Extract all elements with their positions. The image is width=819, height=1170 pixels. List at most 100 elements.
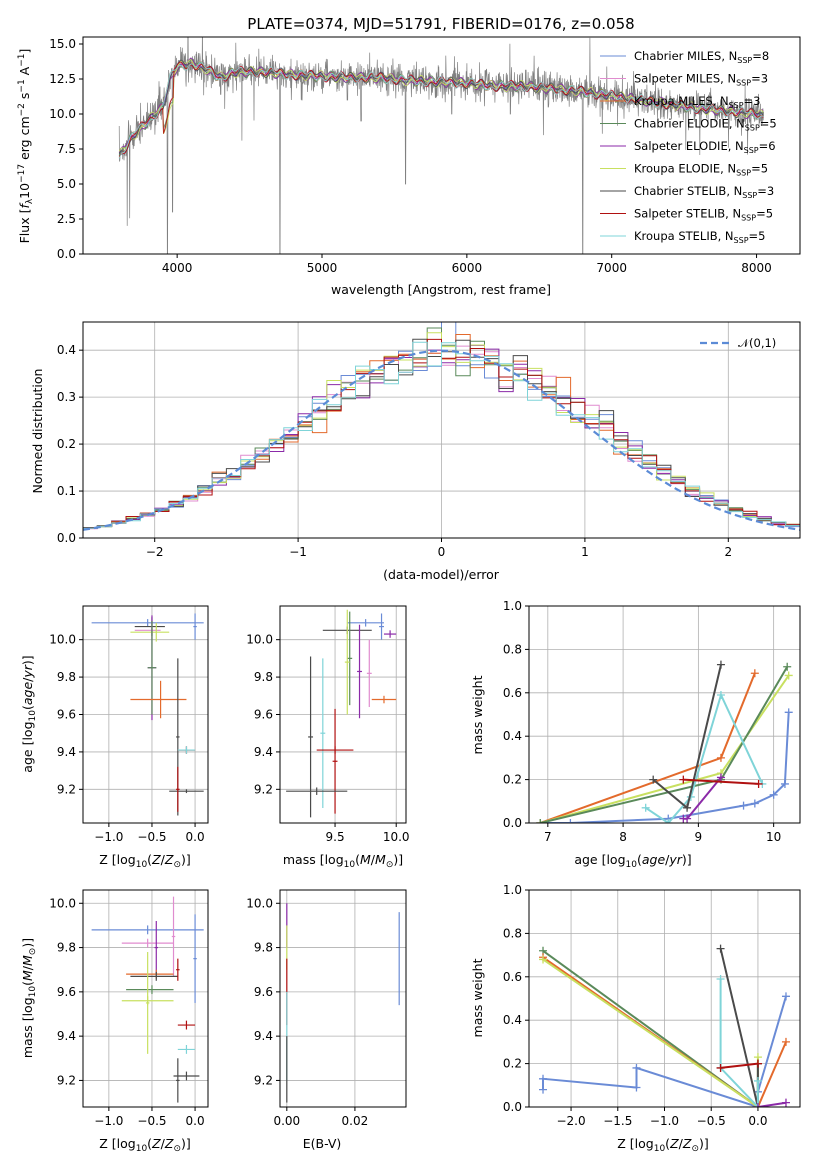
y-tick-label: 9.4	[57, 745, 76, 759]
y-tick-label: 10.0	[246, 633, 273, 647]
y-tick-label: 0.2	[57, 437, 76, 451]
x-tick-label: 7	[544, 830, 552, 844]
spectrum-panel: PLATE=0374, MJD=51791, FIBERID=0176, z=0…	[17, 15, 801, 297]
x-tick-label: 10.0	[383, 830, 410, 844]
x-tick-label: −0.5	[697, 1114, 726, 1128]
spectrum-ylabel: Flux [fλ10−17 erg cm−2 s−1 A−1]	[17, 49, 35, 244]
x-tick-label: 10	[766, 830, 781, 844]
model-spectrum-line	[118, 61, 764, 159]
errorbar-point	[176, 958, 180, 981]
legend-label: Salpeter ELODIE, NSSP=6	[634, 139, 776, 155]
y-tick-label: 9.4	[57, 1029, 76, 1043]
massweight_vs_Z-plot-area	[539, 944, 790, 1107]
y-tick-label: 5.0	[57, 177, 76, 191]
massweight-vs-metallicity-ylabel: mass weight	[470, 958, 485, 1037]
y-tick-label: 9.2	[57, 782, 76, 796]
mass-vs-metallicity-ylabel: mass [log10(M/M⊙)]	[20, 938, 38, 1058]
legend-label: Kroupa ELODIE, NSSP=5	[634, 162, 768, 178]
y-tick-label: 0.2	[503, 773, 522, 787]
y-tick-label: 0.8	[503, 926, 522, 940]
y-tick-label: 9.8	[254, 941, 273, 955]
errorbar-point	[286, 787, 348, 795]
series-marker	[754, 779, 763, 788]
mass_vs_Z-frame	[82, 889, 209, 1108]
x-tick-label: 9	[695, 830, 703, 844]
spectrum-legend: Chabrier MILES, NSSP=8 Salpeter MILES, NS…	[600, 49, 777, 245]
series-marker	[716, 944, 725, 953]
x-tick-label: 0.00	[273, 1114, 300, 1128]
errorbar-point	[177, 1020, 196, 1030]
errorbar-point	[91, 925, 204, 935]
series-marker	[769, 790, 778, 799]
x-tick-label: −1.0	[650, 1114, 679, 1128]
residuals-plot-area	[83, 322, 800, 532]
errorbar-point	[177, 1045, 196, 1054]
errorbar-point	[308, 656, 314, 818]
series-line	[719, 979, 759, 1107]
series-marker	[781, 992, 790, 1001]
x-tick-label: 1	[581, 545, 589, 559]
series-marker	[539, 955, 548, 964]
mass_vs_EBV-plot-area	[286, 903, 400, 1103]
x-tick-label: 0	[438, 545, 446, 559]
mass_vs_Z-plot-area	[91, 896, 204, 1103]
series-marker	[566, 819, 575, 823]
series-marker	[716, 753, 725, 762]
errorbar-point	[176, 1058, 180, 1103]
y-tick-label: 9.6	[254, 985, 273, 999]
legend-label: Kroupa STELIB, NSSP=5	[634, 229, 765, 245]
errorbar-point	[347, 611, 353, 706]
errorbar-point	[371, 695, 397, 704]
series-marker	[683, 814, 692, 823]
y-tick-label: 7.5	[57, 142, 76, 156]
normal-distribution-curve	[83, 349, 800, 531]
series-marker	[683, 803, 692, 812]
y-tick-label: 9.2	[254, 1073, 273, 1087]
y-tick-label: 9.2	[57, 1073, 76, 1087]
observed-spectrum-line	[118, 37, 764, 254]
x-tick-label: −2	[146, 545, 164, 559]
age-vs-mass-panel: mass [log10(M/M⊙)] 9.5 10.0 9.2 9.4 9.6 9.8 10…	[246, 605, 410, 870]
series-line	[540, 712, 790, 823]
series-marker	[679, 775, 688, 784]
residual-histogram-step	[83, 341, 800, 531]
massweight-vs-age-xlabel: age [log10(age/yr)]	[574, 852, 691, 870]
errorbar-point	[347, 619, 384, 627]
errorbar-point	[91, 619, 204, 627]
errorbar-point	[320, 658, 326, 809]
massweight_vs_Z-frame	[528, 889, 801, 1108]
series-marker	[716, 690, 725, 699]
y-tick-label: 9.4	[254, 745, 273, 759]
y-tick-label: 9.8	[57, 941, 76, 955]
series-line	[720, 1062, 759, 1069]
x-tick-label: −1.5	[603, 1114, 632, 1128]
legend-label: Kroupa MILES, NSSP=3	[634, 94, 760, 110]
series-marker	[781, 1098, 790, 1107]
x-tick-label: 0.0	[748, 1114, 767, 1128]
series-marker	[750, 799, 759, 808]
mass-vs-metallicity-xlabel: Z [log10(Z/Z⊙)]	[99, 1136, 191, 1154]
x-tick-label: 0.0	[186, 830, 205, 844]
spectrum-frame	[82, 36, 801, 255]
y-tick-label: 9.8	[57, 670, 76, 684]
errorbar-point	[169, 789, 204, 794]
series-marker	[716, 660, 725, 669]
y-tick-label: 15.0	[49, 37, 76, 51]
series-marker	[716, 1063, 725, 1072]
errorbar-point	[121, 938, 174, 948]
y-tick-label: 0.4	[503, 729, 522, 743]
series-line	[542, 956, 787, 1107]
series-marker	[780, 779, 789, 788]
x-tick-label: −1.0	[94, 830, 123, 844]
x-tick-label: 2	[724, 545, 732, 559]
age_vs_Z-plot-area	[91, 613, 204, 816]
x-tick-label: 0.0	[186, 1114, 205, 1128]
errorbar-point	[130, 622, 170, 642]
y-tick-label: 2.5	[57, 212, 76, 226]
y-tick-label: 9.4	[254, 1029, 273, 1043]
massweight_vs_age-plot-area	[536, 660, 793, 823]
errorbar-point	[176, 766, 180, 812]
y-tick-label: 10.0	[49, 107, 76, 121]
y-tick-label: 0.2	[503, 1057, 522, 1071]
y-tick-label: 0.0	[503, 1100, 522, 1114]
